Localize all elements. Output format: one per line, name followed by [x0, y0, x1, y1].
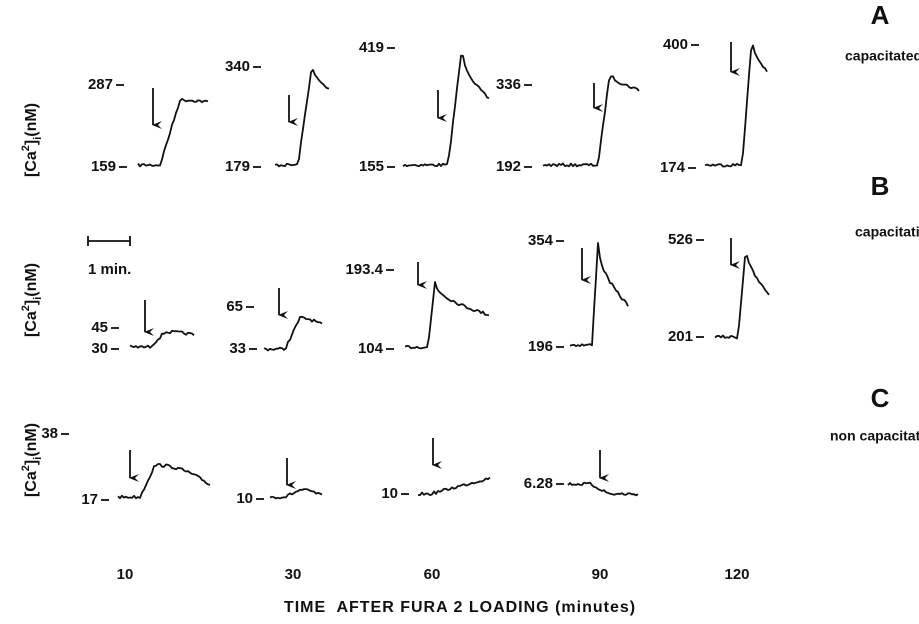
high-label: 45 — [91, 319, 108, 336]
y-label-part: (nM) — [23, 103, 40, 137]
trace — [402, 54, 490, 168]
x-label: 120 — [724, 566, 749, 583]
x-label: 10 — [117, 566, 134, 583]
low-label: 6.28 — [524, 475, 553, 492]
high-label: 526 — [668, 231, 693, 248]
trace — [714, 254, 770, 340]
panel-letter: A — [871, 0, 890, 30]
y-label-part: ] — [23, 300, 40, 305]
y-label-part: i — [32, 297, 44, 300]
y-label-part: 2 — [20, 465, 32, 471]
high-label: 336 — [496, 76, 521, 93]
high-label: 354 — [528, 232, 554, 249]
low-label: 179 — [225, 158, 250, 175]
y-label-part: ] — [23, 460, 40, 465]
y-label-part: [Ca — [23, 151, 40, 177]
trace — [129, 329, 195, 349]
low-label: 174 — [660, 159, 686, 176]
trace — [263, 315, 323, 352]
trace — [704, 44, 768, 168]
low-label: 10 — [381, 485, 398, 502]
y-label-part: ] — [23, 140, 40, 145]
trace — [567, 481, 639, 497]
high-label: 193.4 — [345, 261, 383, 278]
panel-letter: B — [871, 171, 890, 201]
scale-bar-label: 1 min. — [88, 261, 131, 278]
low-label: 10 — [236, 490, 253, 507]
low-label: 192 — [496, 158, 521, 175]
high-label: 38 — [41, 425, 58, 442]
condition-label: capacitating — [855, 224, 919, 240]
low-label: 196 — [528, 338, 553, 355]
x-label: 90 — [592, 566, 609, 583]
panel-letter: C — [871, 383, 890, 413]
low-label: 155 — [359, 158, 384, 175]
y-axis-label: [Ca2]i(nM) — [20, 263, 44, 337]
trace — [542, 75, 640, 168]
x-label: 30 — [285, 566, 302, 583]
low-label: 201 — [668, 328, 693, 345]
y-axis-label: [Ca2]i(nM) — [20, 103, 44, 177]
trace — [274, 69, 330, 168]
y-label-part: [Ca — [23, 311, 40, 337]
x-label: 60 — [424, 566, 441, 583]
high-label: 287 — [88, 76, 113, 93]
high-label: 65 — [226, 298, 243, 315]
low-label: 104 — [358, 340, 384, 357]
high-label: 340 — [225, 58, 250, 75]
low-label: 30 — [91, 340, 108, 357]
trace — [269, 488, 323, 500]
y-label-part: i — [32, 457, 44, 460]
trace — [404, 281, 490, 350]
low-label: 17 — [81, 491, 98, 508]
trace — [117, 463, 211, 500]
low-label: 159 — [91, 158, 116, 175]
y-label-part: i — [32, 137, 44, 140]
y-axis-label: [Ca2]i(nM) — [20, 423, 44, 497]
trace — [417, 476, 491, 497]
trace — [569, 242, 629, 348]
high-label: 419 — [359, 39, 384, 56]
condition-label: capacitated — [845, 48, 919, 64]
y-label-part: (nM) — [23, 263, 40, 297]
high-label: 400 — [663, 36, 688, 53]
y-label-part: (nM) — [23, 423, 40, 457]
trace — [137, 98, 209, 168]
y-label-part: 2 — [20, 305, 32, 311]
y-label-part: [Ca — [23, 471, 40, 497]
y-label-part: 2 — [20, 145, 32, 151]
low-label: 33 — [229, 340, 246, 357]
x-axis-title: TIME AFTER FURA 2 LOADING (minutes) — [284, 599, 636, 616]
condition-label: non capacitated — [830, 428, 919, 444]
